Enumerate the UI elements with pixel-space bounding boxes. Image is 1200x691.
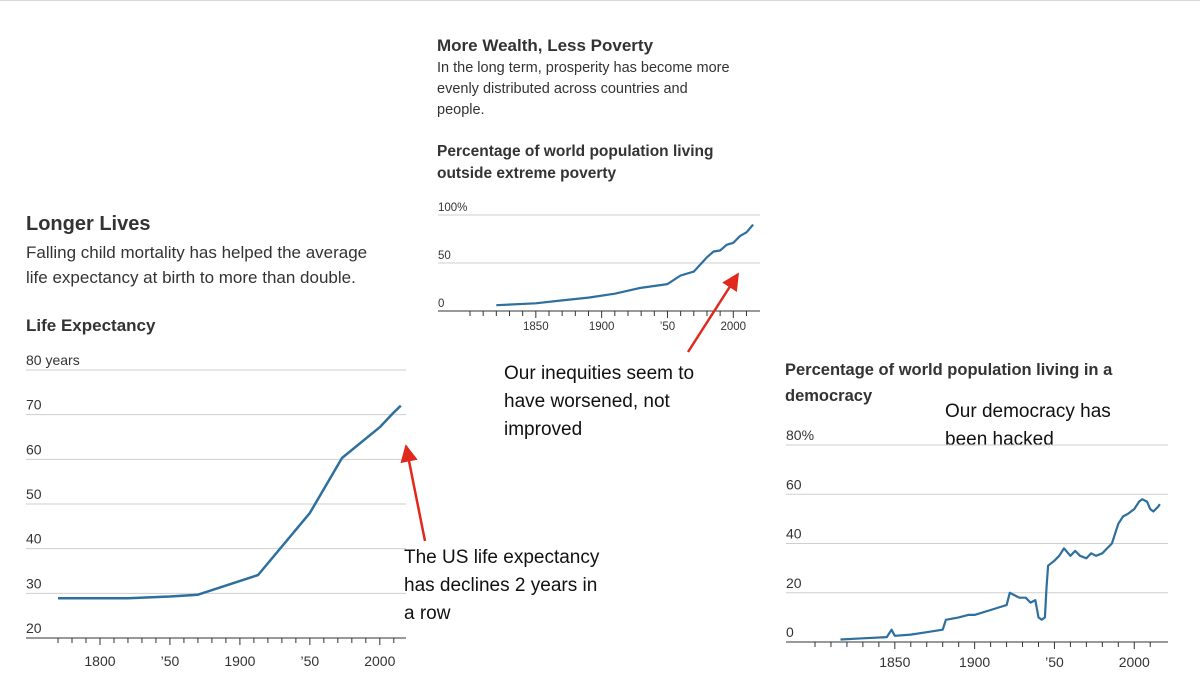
life-y-tick-label: 80 years (26, 352, 80, 368)
life-expectancy-chart: 20 30 40 50 60 70 80 years 1800 ’50 1900 ’50 2000 (26, 352, 406, 669)
democracy-annotation-line-1: Our democracy has (945, 401, 1111, 422)
democracy-y-tick-label: 0 (786, 624, 794, 640)
poverty-description-line-2: evenly distributed across countries and (437, 81, 688, 97)
poverty-description-line-1: In the long term, prosperity has become … (437, 60, 730, 76)
democracy-x-tick-label: ’50 (1045, 654, 1064, 670)
life-y-tick-label: 20 (26, 620, 42, 636)
life-series-line (58, 404, 402, 600)
poverty-heading: More Wealth, Less Poverty (437, 36, 654, 55)
democracy-x-tick-label: 1900 (959, 654, 990, 670)
poverty-annotation-line-1: Our inequities seem to (504, 363, 695, 384)
poverty-description-line-3: people. (437, 102, 485, 118)
life-heading: Longer Lives (26, 213, 151, 235)
life-y-tick-label: 30 (26, 575, 42, 591)
democracy-y-tick-label: 80% (786, 427, 814, 443)
life-annotation-line-2: has declines 2 years in (404, 575, 598, 596)
poverty-chart-title-line-1: Percentage of world population living (437, 143, 714, 160)
poverty-y-tick-label: 100% (438, 202, 467, 214)
poverty-chart: 0 50 100% 1850 1900 ’50 2000 (438, 202, 760, 333)
poverty-annotation-line-2: have worsened, not (504, 391, 670, 412)
poverty-y-tick-label: 0 (438, 298, 444, 310)
life-x-tick-label: 1800 (84, 653, 115, 669)
life-x-tick-label: 2000 (364, 653, 395, 669)
life-y-tick-label: 50 (26, 486, 42, 502)
life-y-tick-label: 70 (26, 397, 42, 413)
poverty-arrow (686, 272, 740, 353)
democracy-y-tick-label: 60 (786, 476, 802, 492)
poverty-y-tick-label: 50 (438, 250, 451, 262)
life-x-tick-label: ’50 (301, 653, 320, 669)
poverty-x-tick-label: 1900 (589, 321, 615, 333)
democracy-chart-title-line-1: Percentage of world population living in… (785, 361, 1113, 379)
life-y-tick-label: 40 (26, 531, 42, 547)
poverty-x-tick-label: 2000 (721, 321, 747, 333)
top-border (0, 0, 1200, 1)
poverty-series-line (496, 223, 754, 307)
democracy-x-tick-label: 1850 (879, 654, 910, 670)
democracy-y-tick-label: 20 (786, 575, 802, 591)
life-chart-title: Life Expectancy (26, 316, 156, 335)
life-y-tick-label: 60 (26, 441, 42, 457)
democracy-y-tick-label: 40 (786, 526, 802, 542)
life-annotation-line-3: a row (404, 603, 451, 624)
democracy-series-line (840, 498, 1161, 641)
poverty-x-tick-label: 1850 (523, 321, 549, 333)
democracy-chart: 0 20 40 60 80% 1850 1900 ’50 2000 (786, 427, 1168, 670)
life-x-tick-label: ’50 (161, 653, 180, 669)
life-arrow (400, 444, 427, 542)
life-description-line-2: life expectancy at birth to more than do… (26, 268, 356, 287)
democracy-chart-title-line-2: democracy (785, 387, 873, 405)
life-x-tick-label: 1900 (224, 653, 255, 669)
life-description-line-1: Falling child mortality has helped the a… (26, 243, 368, 262)
poverty-annotation-line-3: improved (504, 419, 583, 440)
democracy-x-tick-label: 2000 (1119, 654, 1150, 670)
poverty-x-tick-label: ’50 (660, 321, 675, 333)
poverty-chart-title-line-2: outside extreme poverty (437, 165, 617, 182)
life-annotation-line-1: The US life expectancy (404, 547, 600, 568)
